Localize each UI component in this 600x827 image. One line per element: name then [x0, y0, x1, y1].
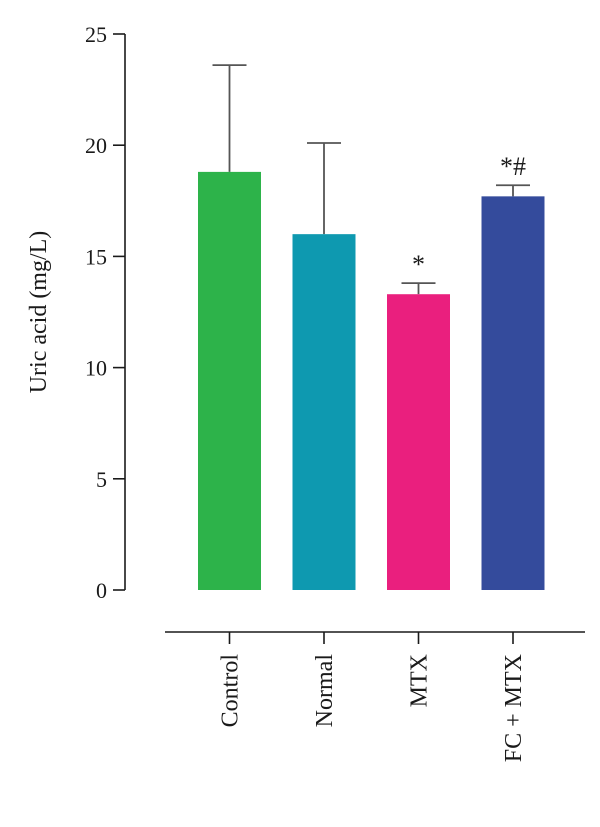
x-tick-label: MTX: [407, 654, 433, 707]
bar: [198, 171, 261, 590]
bars: * *#: [198, 64, 545, 591]
x-tick-label: FC + MTX: [501, 654, 527, 762]
y-axis: 0 5 10 15 20 25: [85, 22, 126, 603]
y-tick-label: 15: [85, 244, 107, 269]
y-tick-label: 10: [85, 356, 107, 381]
x-tick-label: Normal: [312, 654, 338, 728]
significance-marker: *#: [500, 152, 526, 181]
bar: [481, 196, 545, 591]
y-axis-title: Uric acid (mg/L): [26, 231, 52, 394]
y-tick-label: 0: [96, 578, 107, 603]
bar: [387, 294, 450, 590]
y-tick-label: 20: [85, 133, 107, 158]
y-tick-label: 25: [85, 22, 107, 47]
bar: [292, 234, 356, 590]
y-tick-label: 5: [96, 467, 107, 492]
significance-marker: *: [412, 250, 425, 279]
x-tick-label: Control: [218, 654, 244, 728]
x-axis: Control Normal MTX FC + MTX: [165, 631, 585, 762]
